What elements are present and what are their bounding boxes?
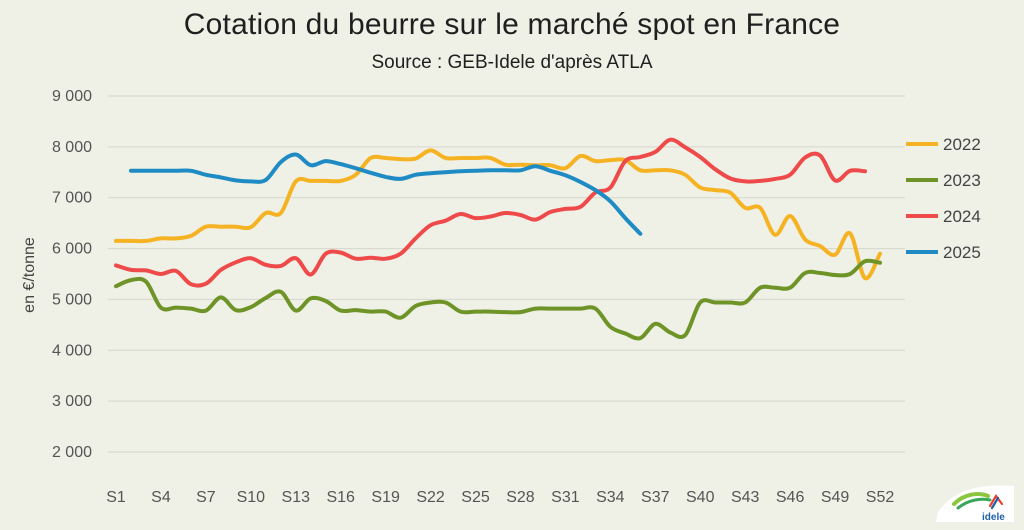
x-tick-label: S22 [416,489,445,506]
series-line-2022 [114,148,882,281]
x-tick-label: S1 [106,489,126,506]
series-line-2025 [129,152,643,236]
x-tick-label: S34 [596,489,625,506]
y-tick-label: 7 000 [52,190,92,207]
legend: 2022 2023 2024 2025 [906,135,981,262]
grid-lines [108,95,905,453]
x-tick-label: S13 [282,489,311,506]
y-tick-label: 4 000 [52,342,92,359]
y-tick-label: 5 000 [52,291,92,308]
series-line-2023 [114,258,882,341]
svg-text:idele: idele [982,512,1005,523]
x-tick-label: S4 [151,489,171,506]
x-tick-label: S25 [461,489,490,506]
chart-title: Cotation du beurre sur le marché spot en… [183,8,841,41]
x-tick-label: S10 [237,489,266,506]
x-tick-label: S52 [866,489,895,506]
x-tick-label: S40 [686,489,715,506]
x-tick-label: S46 [776,489,805,506]
x-tick-label: S7 [196,489,216,506]
x-tick-label: S49 [821,489,850,506]
x-tick-label: S37 [641,489,670,506]
x-tick-label: S16 [326,489,355,506]
y-tick-label: 8 000 [52,139,92,156]
chart-subtitle: Source : GEB-Idele d'après ATLA [371,52,653,73]
legend-label-2025: 2025 [943,243,981,262]
x-tick-label: S28 [506,489,535,506]
legend-label-2023: 2023 [943,171,981,190]
series-lines [114,137,882,341]
legend-label-2024: 2024 [943,207,981,226]
y-tick-label: 3 000 [52,393,92,410]
legend-label-2022: 2022 [943,135,981,154]
y-tick-label: 6 000 [52,241,92,258]
series-line-2024 [114,137,867,288]
x-tick-label: S31 [551,489,580,506]
y-axis-ticks: 2 000 3 000 4 000 5 000 6 000 7 000 8 000 9 000 [52,88,92,461]
y-axis-label: en €/tonne [21,237,38,313]
x-axis-ticks: S1 S4 S7 S10 S13 S16 S19 S22 S25 S28 S31 S34 S37 S40 S… [106,489,894,506]
y-tick-label: 2 000 [52,444,92,461]
y-tick-label: 9 000 [52,88,92,105]
idele-logo: idele [936,485,1014,523]
x-tick-label: S43 [731,489,760,506]
x-tick-label: S19 [371,489,400,506]
